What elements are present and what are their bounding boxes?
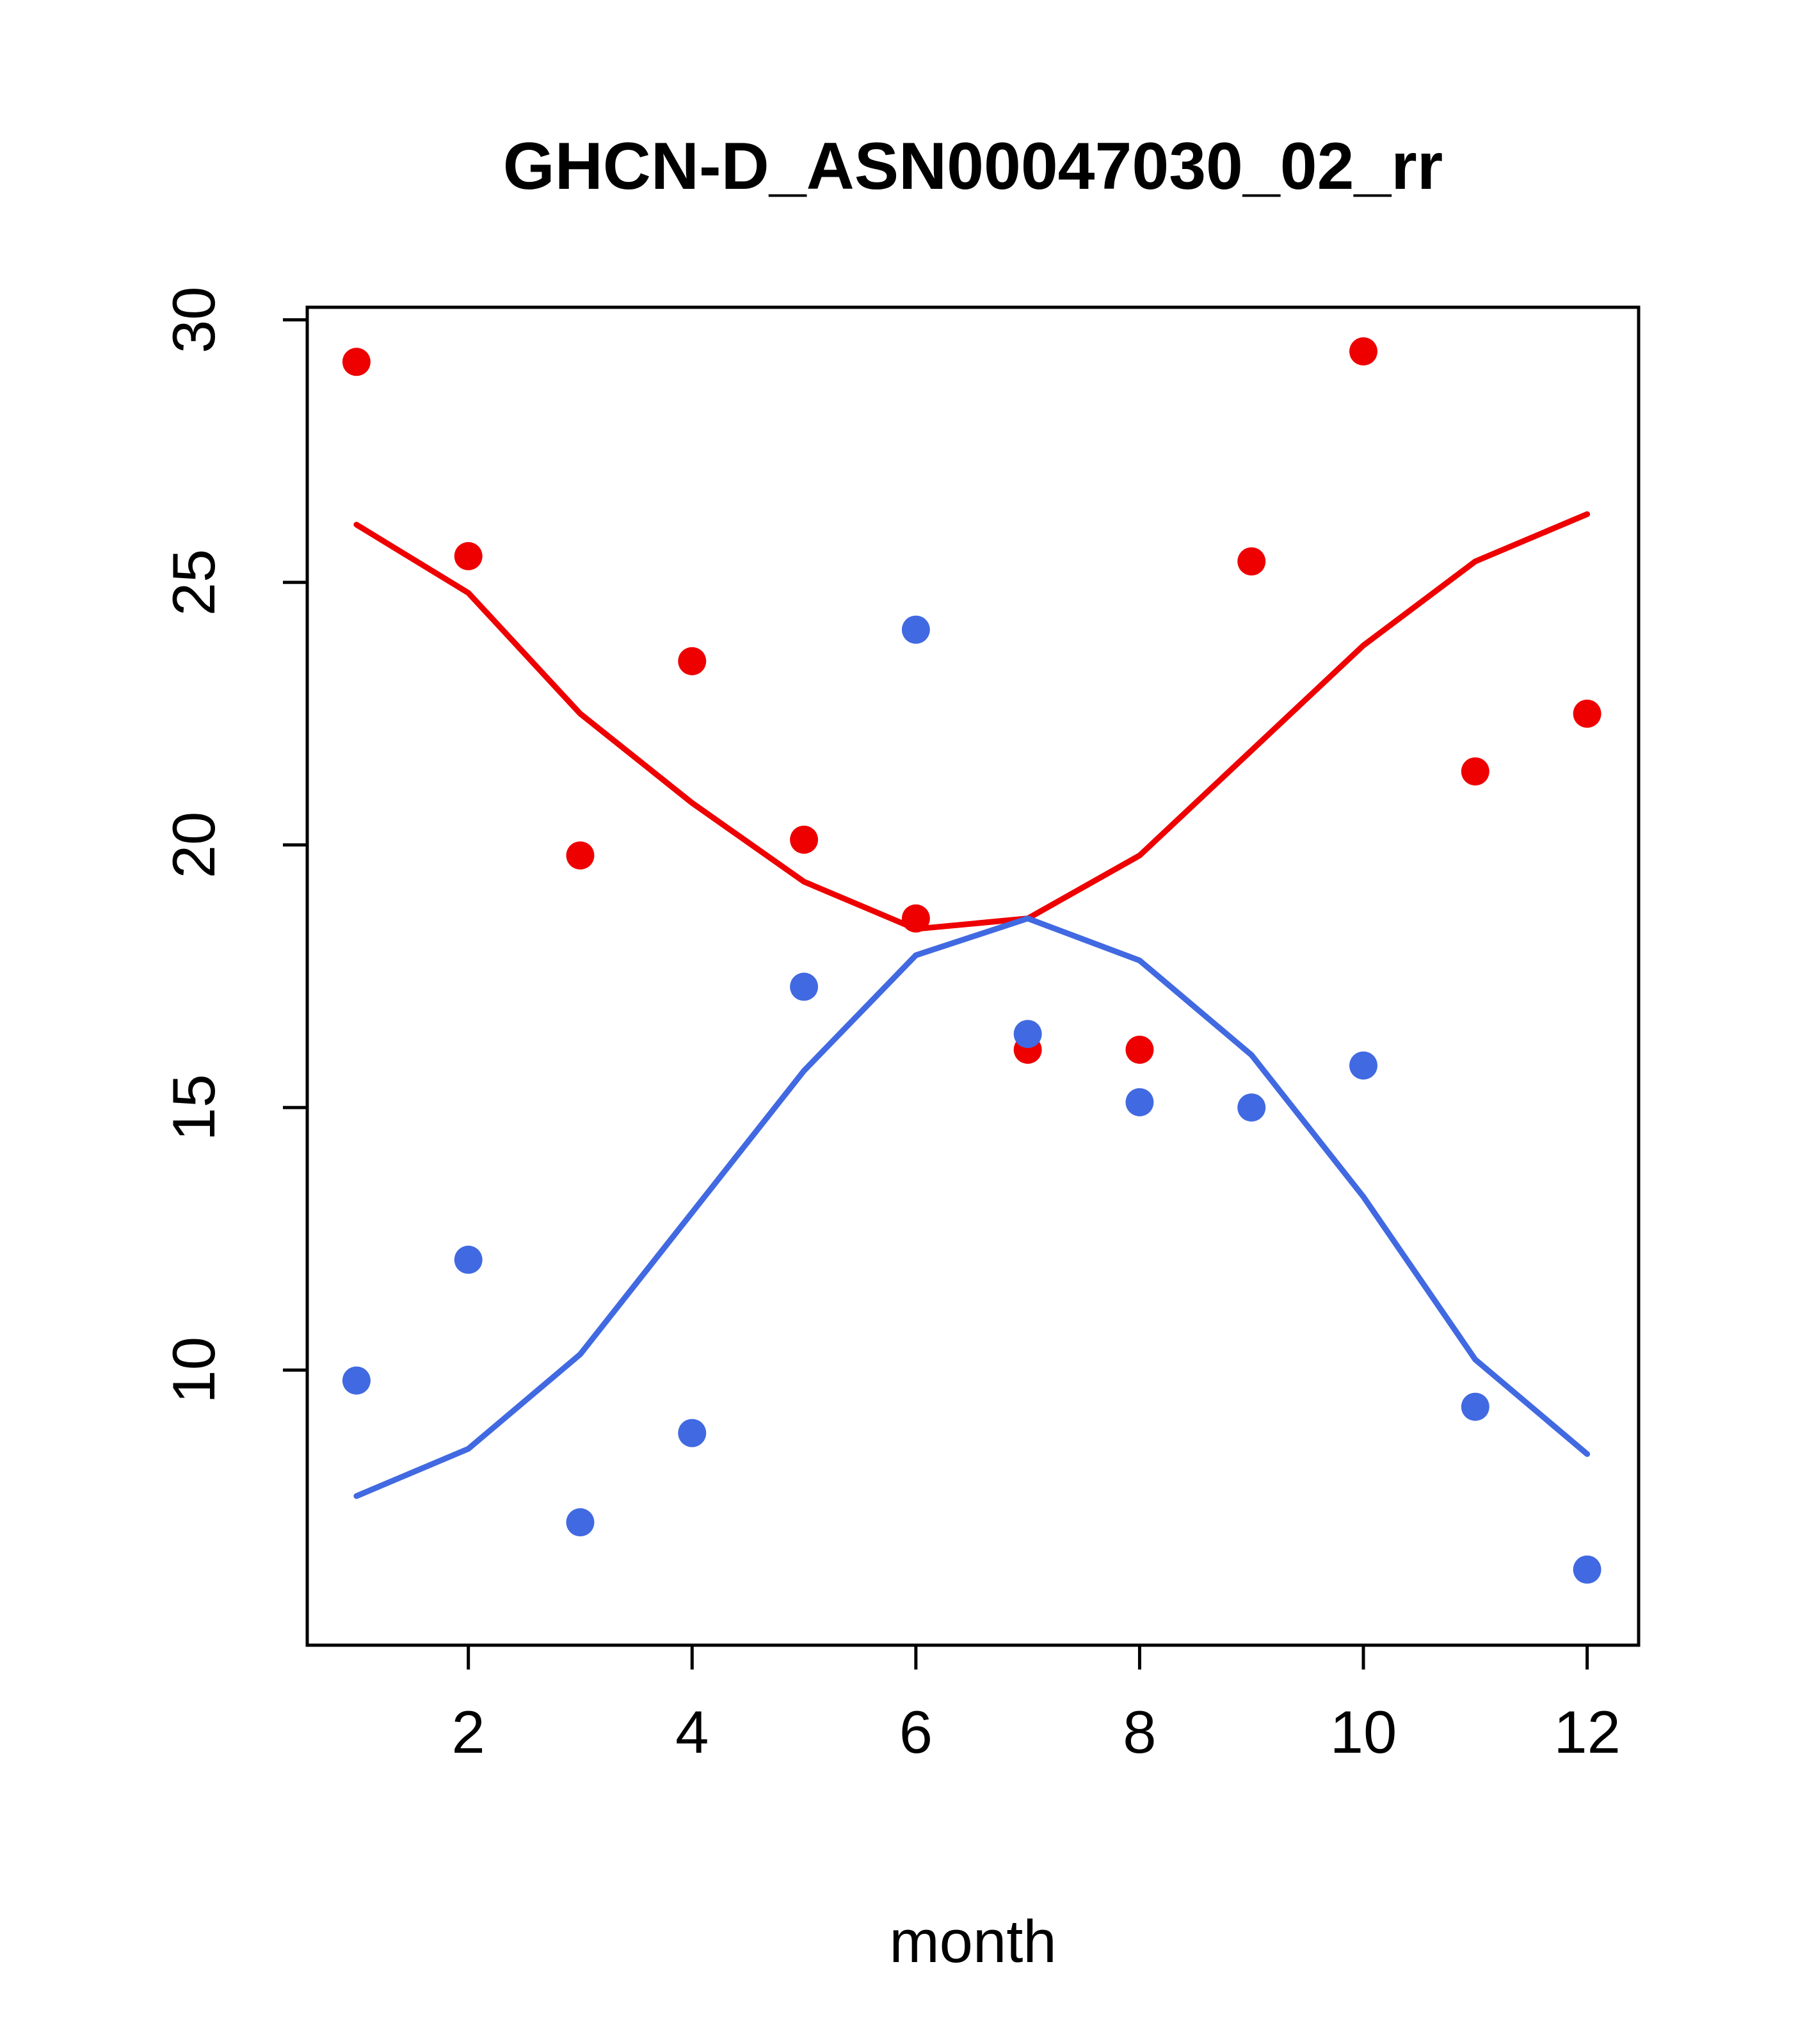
- red-points-dot: [342, 348, 371, 376]
- blue-points-dot: [1013, 1020, 1042, 1049]
- red-points-dot: [454, 542, 483, 570]
- plot-border: [305, 305, 1641, 1647]
- y-tick-label: 10: [160, 1337, 227, 1404]
- x-axis-title: month: [889, 1908, 1056, 1975]
- red-points-dot: [1237, 547, 1266, 576]
- x-tick-label: 10: [1330, 1698, 1397, 1766]
- blue-points-dot: [1573, 1555, 1601, 1584]
- red-points-dot: [1125, 1035, 1154, 1064]
- blue-points-dot: [790, 972, 819, 1001]
- red-points-dot: [1461, 757, 1489, 786]
- plot-area: 2 4 6 8 10 12 10 15 20 25 30: [160, 286, 1641, 1766]
- y-tick-label: 25: [160, 549, 227, 616]
- red-line: [353, 511, 1591, 932]
- y-tick-label: 15: [160, 1074, 227, 1141]
- chart-title: GHCN-D_ASN00047030_02_rr: [503, 129, 1443, 204]
- x-tick-label: 8: [1123, 1698, 1156, 1766]
- red-points-dot: [566, 841, 595, 870]
- blue-points-dot: [1349, 1051, 1378, 1080]
- y-tick-label: 20: [160, 812, 227, 879]
- blue-points-dot: [1125, 1088, 1154, 1116]
- x-tick-label: 2: [452, 1698, 485, 1766]
- blue-points-dot: [1461, 1392, 1489, 1421]
- red-points-dot: [790, 825, 819, 854]
- blue-points-dot: [1237, 1093, 1266, 1122]
- x-tick-label: 4: [675, 1698, 709, 1766]
- blue-line: [353, 915, 1591, 1499]
- red-points-dot: [1349, 337, 1378, 366]
- y-tick-label: 30: [160, 286, 227, 353]
- blue-points-dot: [678, 1419, 707, 1447]
- x-tick-label: 6: [899, 1698, 933, 1766]
- blue-points-dot: [901, 615, 930, 644]
- blue-points-dot: [454, 1245, 483, 1274]
- red-points-dot: [678, 647, 707, 675]
- red-points-dot: [1573, 699, 1601, 728]
- blue-points-dot: [566, 1508, 595, 1537]
- blue-points-dot: [342, 1366, 371, 1395]
- red-points-dot: [901, 904, 930, 933]
- x-tick-label: 12: [1553, 1698, 1621, 1766]
